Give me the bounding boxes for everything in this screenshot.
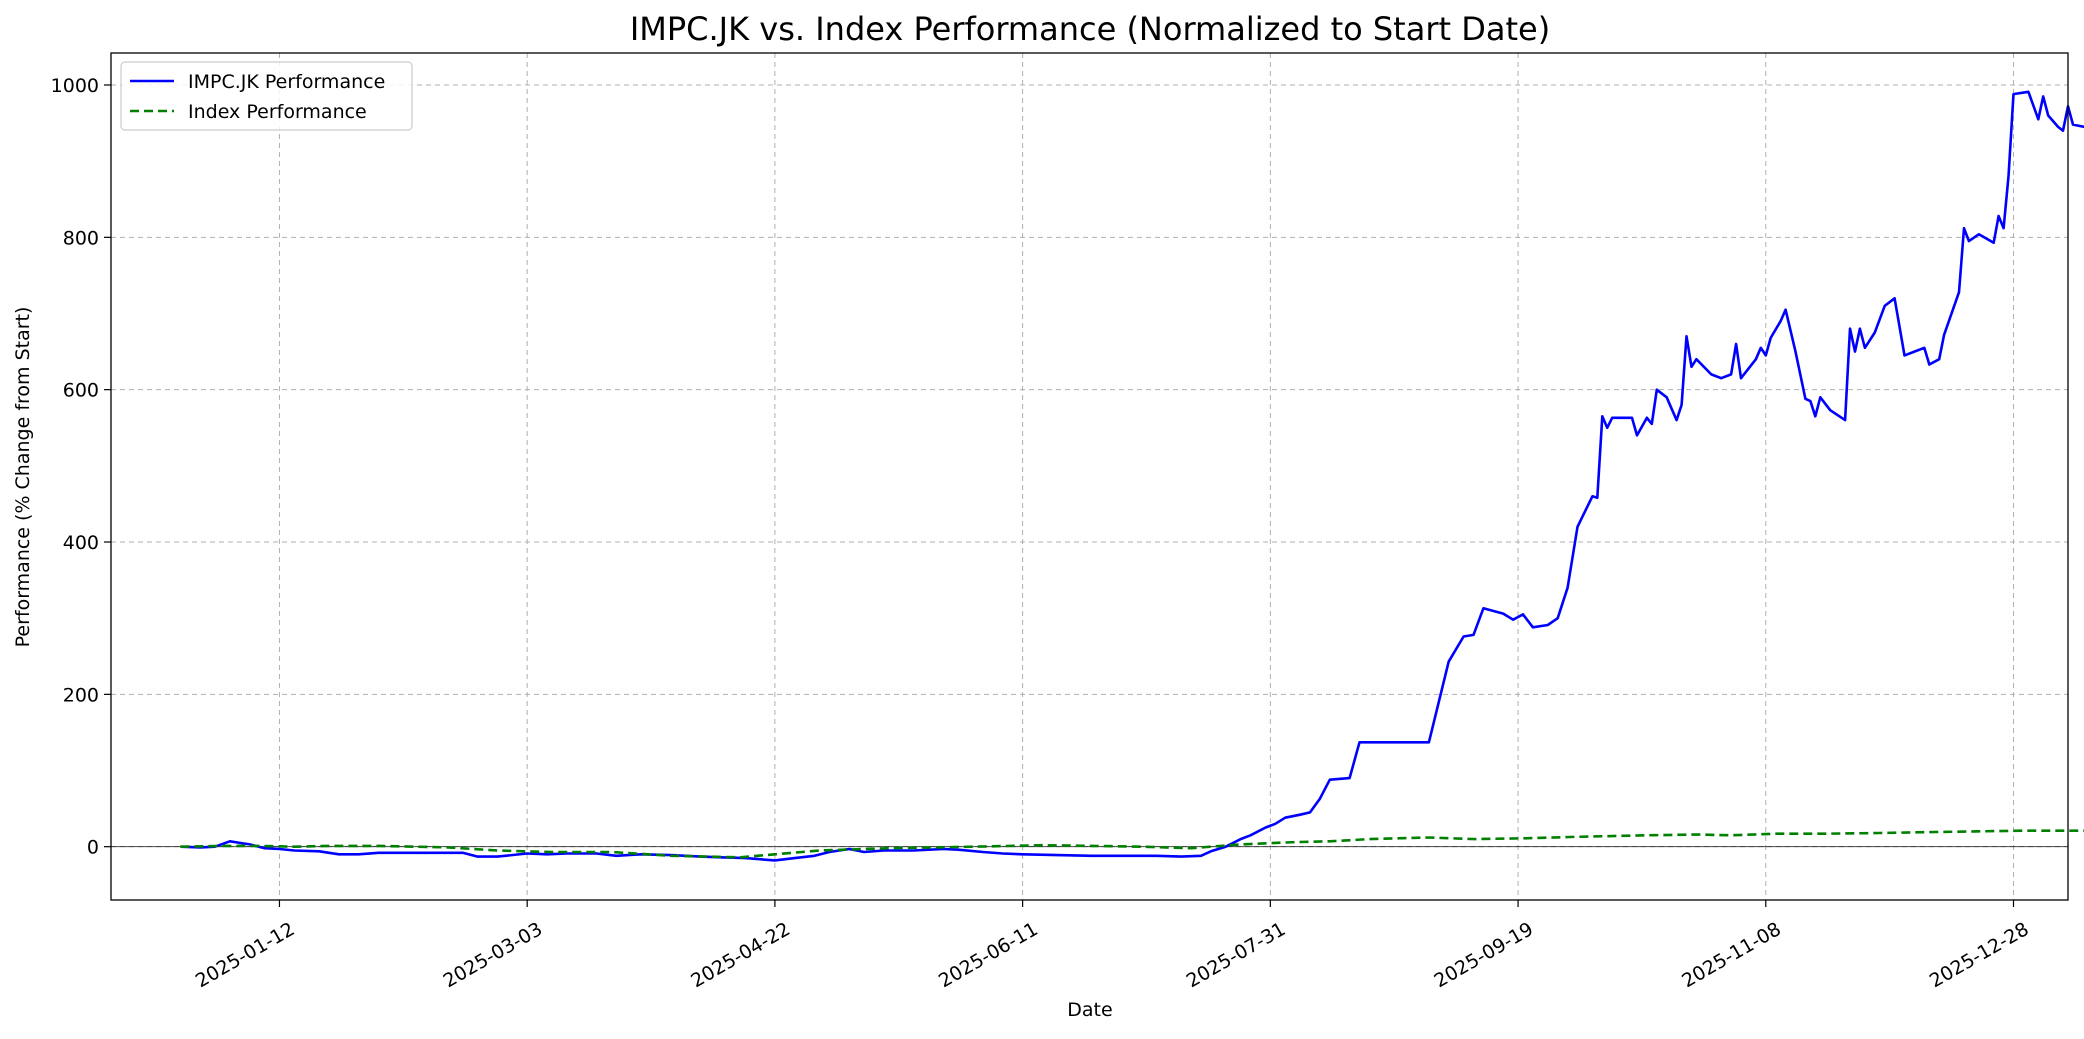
legend: IMPC.JK Performance Index Performance	[120, 61, 413, 131]
y-axis-label: Performance (% Change from Start)	[12, 307, 34, 648]
plot-frame	[110, 52, 2069, 901]
legend-label: Index Performance	[188, 101, 367, 123]
legend-label: IMPC.JK Performance	[188, 71, 385, 93]
chart-title: IMPC.JK vs. Index Performance (Normalize…	[630, 10, 1550, 48]
y-tick-label: 600	[63, 380, 99, 402]
series-layer	[180, 90, 2084, 862]
legend-box	[120, 61, 413, 131]
series-line-1	[180, 829, 2084, 859]
x-axis-label: Date	[1067, 999, 1112, 1021]
y-tick-label: 200	[63, 684, 99, 706]
y-axis-ticks: 0 200 400 600 800 1000	[51, 75, 111, 859]
y-tick-label: 800	[63, 227, 99, 249]
y-tick-label: 400	[63, 532, 99, 554]
y-tick-label: 1000	[51, 75, 99, 97]
y-tick-label: 0	[87, 837, 99, 859]
